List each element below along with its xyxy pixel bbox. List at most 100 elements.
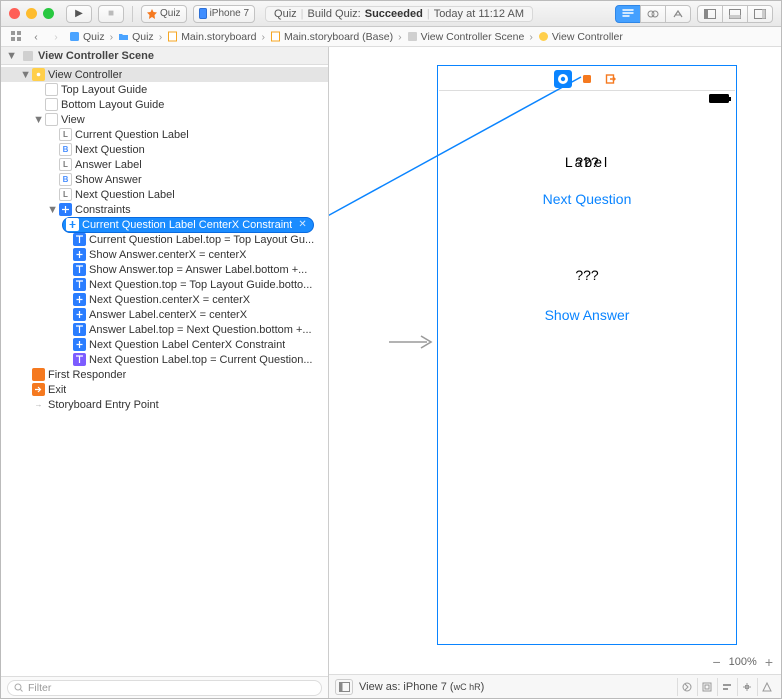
row-constraint[interactable]: Current Question Label.top = Top Layout …: [1, 232, 328, 247]
minimize-button[interactable]: [26, 8, 37, 19]
titlebar: ▶ ■ Quiz iPhone 7 Quiz | Build Quiz: Suc…: [1, 1, 781, 27]
row-show-answer[interactable]: B Show Answer: [1, 172, 328, 187]
back-button[interactable]: ‹: [27, 29, 45, 45]
zoom-in-button[interactable]: +: [765, 654, 773, 670]
row-label: Next Question.centerX = centerX: [89, 294, 250, 306]
crumb-viewcontroller[interactable]: View Controller: [536, 31, 625, 43]
row-current-question-label[interactable]: L Current Question Label: [1, 127, 328, 142]
row-view[interactable]: ▼ View: [1, 112, 328, 127]
crumb-storyboard[interactable]: Main.storyboard: [165, 31, 258, 43]
resolve-button[interactable]: [757, 678, 775, 696]
document-outline: ▼ View Controller Scene ▼ View Controlle…: [1, 47, 329, 698]
zoom-out-button[interactable]: −: [712, 654, 720, 670]
view-as-label[interactable]: View as: iPhone 7 (wC hR): [359, 681, 484, 693]
row-bottom-guide[interactable]: Bottom Layout Guide: [1, 97, 328, 112]
toggle-utilities-button[interactable]: [747, 5, 773, 23]
assistant-editor-button[interactable]: [640, 5, 666, 23]
crumb-project[interactable]: Quiz: [67, 31, 107, 43]
pin-button[interactable]: [737, 678, 755, 696]
row-constraint[interactable]: Next Question Label CenterX Constraint: [1, 337, 328, 352]
centerx-icon: [73, 293, 86, 306]
row-constraint[interactable]: Answer Label.centerX = centerX: [1, 307, 328, 322]
stop-button[interactable]: ■: [98, 5, 124, 23]
destination-name: iPhone 7: [210, 8, 249, 19]
filter-input[interactable]: Filter: [7, 680, 322, 696]
row-label: Answer Label: [75, 159, 142, 171]
outline-tree: ▼ View Controller Top Layout Guide Botto…: [1, 65, 328, 676]
toggle-navigator-button[interactable]: [697, 5, 723, 23]
crumb-folder[interactable]: Quiz: [116, 31, 156, 43]
crumb-base[interactable]: Main.storyboard (Base): [268, 31, 395, 43]
battery-icon: [709, 94, 729, 103]
guide-icon: [45, 98, 58, 111]
clear-icon[interactable]: ✕: [298, 219, 306, 230]
row-constraint-selected[interactable]: Current Question Label CenterX Constrain…: [1, 217, 328, 232]
canvas-label-overlap[interactable]: Label ???: [438, 154, 736, 170]
row-first-responder[interactable]: First Responder: [1, 367, 328, 382]
row-constraint[interactable]: Answer Label.top = Next Question.bottom …: [1, 322, 328, 337]
toggle-outline-button[interactable]: [335, 679, 353, 695]
forward-button[interactable]: ›: [47, 29, 65, 45]
close-window-button[interactable]: [9, 8, 20, 19]
row-view-controller[interactable]: ▼ View Controller: [1, 67, 328, 82]
row-top-guide[interactable]: Top Layout Guide: [1, 82, 328, 97]
canvas-pane: Label ??? Next Question ??? Show Answer …: [329, 47, 781, 698]
top-icon: [73, 233, 86, 246]
chevron-icon: ›: [398, 31, 402, 43]
scene-title: View Controller Scene: [38, 50, 154, 62]
editor-mode-group: [615, 5, 691, 23]
row-constraint[interactable]: Next Question.centerX = centerX: [1, 292, 328, 307]
row-label: First Responder: [48, 369, 126, 381]
canvas-show-answer-button[interactable]: Show Answer: [438, 307, 736, 323]
run-button[interactable]: ▶: [66, 5, 92, 23]
canvas-next-question-button[interactable]: Next Question: [438, 191, 736, 207]
row-label: Current Question Label: [75, 129, 189, 141]
related-items-button[interactable]: [7, 29, 25, 45]
crumb-scene[interactable]: View Controller Scene: [405, 31, 527, 43]
row-constraint[interactable]: Show Answer.centerX = centerX: [1, 247, 328, 262]
update-frames-button[interactable]: [677, 678, 695, 696]
size-class: wC hR: [454, 682, 481, 692]
crumb-label: Main.storyboard: [181, 31, 256, 43]
dock-vc-icon[interactable]: [554, 70, 572, 88]
standard-editor-button[interactable]: [615, 5, 641, 23]
build-time: Today at 11:12 AM: [434, 8, 524, 20]
row-entry-point[interactable]: → Storyboard Entry Point: [1, 397, 328, 412]
jump-bar: ‹ › Quiz › Quiz › Main.storyboard › Main…: [1, 27, 781, 47]
device-view[interactable]: Label ??? Next Question ??? Show Answer: [437, 65, 737, 645]
scene-dock: [439, 67, 735, 91]
row-constraint[interactable]: Next Question.top = Top Layout Guide.bot…: [1, 277, 328, 292]
selection-pill: Current Question Label CenterX Constrain…: [62, 217, 314, 233]
dock-exit-icon[interactable]: [602, 70, 620, 88]
top-icon: [73, 278, 86, 291]
dock-first-responder-icon[interactable]: [578, 70, 596, 88]
row-next-question-label[interactable]: L Next Question Label: [1, 187, 328, 202]
top-icon: [73, 353, 86, 366]
canvas-area[interactable]: Label ??? Next Question ??? Show Answer …: [329, 47, 781, 674]
build-status: Succeeded: [365, 8, 423, 20]
xcode-window: ▶ ■ Quiz iPhone 7 Quiz | Build Quiz: Suc…: [0, 0, 782, 699]
row-answer-label[interactable]: L Answer Label: [1, 157, 328, 172]
vc-icon: [32, 68, 45, 81]
row-constraint[interactable]: Show Answer.top = Answer Label.bottom +.…: [1, 262, 328, 277]
row-constraints[interactable]: ▼ Constraints: [1, 202, 328, 217]
row-exit[interactable]: Exit: [1, 382, 328, 397]
row-label: Answer Label.centerX = centerX: [89, 309, 247, 321]
destination-selector[interactable]: iPhone 7: [193, 5, 255, 23]
row-label: Constraints: [75, 204, 131, 216]
separator: [132, 6, 133, 22]
outline-scene-header[interactable]: ▼ View Controller Scene: [1, 47, 328, 65]
zoom-button[interactable]: [43, 8, 54, 19]
button-icon: B: [59, 143, 72, 156]
row-next-question[interactable]: B Next Question: [1, 142, 328, 157]
version-editor-button[interactable]: [665, 5, 691, 23]
row-label: Answer Label.top = Next Question.bottom …: [89, 324, 312, 336]
toggle-debug-button[interactable]: [722, 5, 748, 23]
embed-in-button[interactable]: [697, 678, 715, 696]
align-button[interactable]: [717, 678, 735, 696]
scheme-selector[interactable]: Quiz: [141, 5, 187, 23]
build-prefix: Build Quiz:: [308, 8, 361, 20]
row-constraint[interactable]: Next Question Label.top = Current Questi…: [1, 352, 328, 367]
centerx-icon: [66, 218, 79, 231]
canvas-answer-label[interactable]: ???: [438, 267, 736, 283]
